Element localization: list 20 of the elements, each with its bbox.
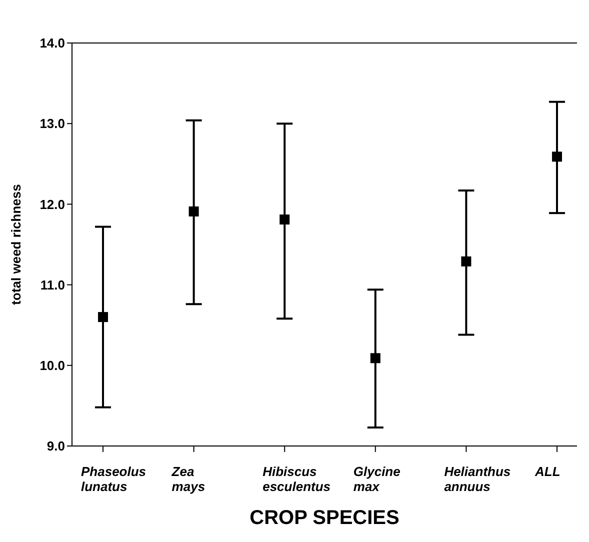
x-tick-label: Phaseolus lunatus — [81, 464, 146, 494]
x-tick-label: Glycine max — [353, 464, 400, 494]
point — [98, 312, 108, 322]
point — [370, 353, 380, 364]
y-tick-label: 13.0 — [40, 116, 65, 132]
point — [461, 256, 472, 266]
x-axis-title: CROP SPECIES — [250, 507, 400, 529]
point — [552, 152, 562, 162]
x-tick-label: Zea mays — [170, 464, 206, 494]
y-tick-label: 9.0 — [46, 438, 65, 454]
y-tick-label: 12.0 — [40, 196, 65, 212]
y-tick-label: 11.0 — [40, 277, 65, 292]
y-tick-label: 14.0 — [40, 36, 65, 51]
point — [280, 214, 290, 225]
x-tick-label: ALL — [534, 464, 560, 479]
y-tick-label: 10.0 — [40, 358, 65, 374]
point — [188, 206, 199, 216]
x-tick-label: Helianthus annuus — [444, 464, 511, 494]
x-tick-label: Hibiscus esculentus — [262, 464, 331, 494]
y-axis-title: total weed richness — [8, 184, 24, 305]
